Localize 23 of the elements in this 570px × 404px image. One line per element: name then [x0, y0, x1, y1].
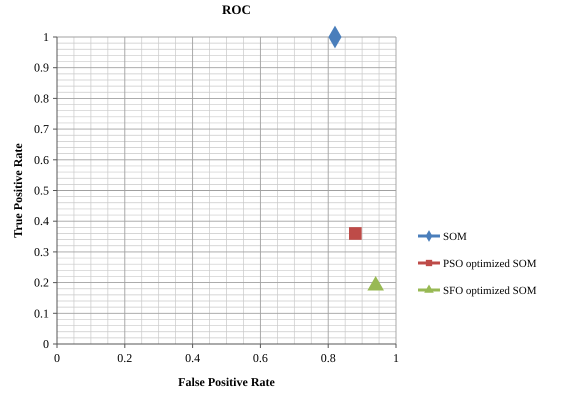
- y-tick-label: 0.8: [34, 91, 49, 106]
- y-tick-label: 0.1: [34, 306, 49, 320]
- y-tick-label: 0.2: [34, 276, 49, 290]
- x-tick-label: 1: [393, 351, 399, 365]
- legend-label: SFO optimized SOM: [443, 285, 537, 297]
- y-tick-label: 1: [43, 30, 49, 44]
- legend-label: PSO optimized SOM: [443, 258, 537, 270]
- x-tick-label: 0: [54, 351, 60, 365]
- legend-label: SOM: [443, 231, 468, 243]
- y-tick-label: 0.4: [34, 214, 49, 228]
- y-tick-label: 0.3: [34, 244, 49, 259]
- y-tick-label: 0.7: [34, 122, 49, 136]
- x-tick-label: 0.6: [252, 351, 268, 365]
- x-tick-label: 0.8: [320, 351, 336, 365]
- x-tick-label: 0.4: [185, 351, 200, 365]
- y-tick-label: 0.6: [34, 152, 49, 167]
- chart-title: ROC: [222, 2, 251, 17]
- y-tick-label: 0.9: [34, 60, 49, 75]
- y-tick-label: 0: [43, 337, 49, 351]
- y-tick-label: 0.5: [34, 184, 49, 198]
- y-axis-title: True Positive Rate: [11, 142, 25, 238]
- x-tick-label: 0.2: [117, 351, 132, 365]
- x-axis-title: False Positive Rate: [178, 375, 276, 389]
